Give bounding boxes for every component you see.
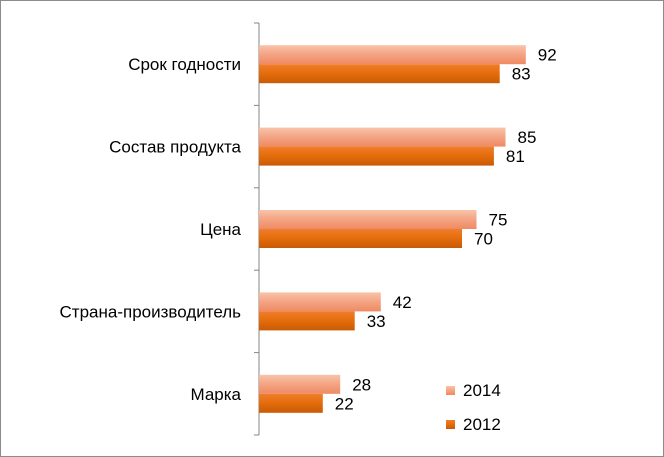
data-label: 28 xyxy=(352,375,371,394)
bar-2012 xyxy=(259,229,462,248)
bar-2014 xyxy=(259,45,526,65)
data-label: 22 xyxy=(335,394,354,413)
bar-2012 xyxy=(259,146,494,166)
category-label: Страна-производитель xyxy=(60,302,242,321)
data-label: 85 xyxy=(518,128,537,147)
legend-swatch-2012 xyxy=(446,420,455,429)
legend-label: 2014 xyxy=(463,381,501,400)
category-label: Срок годности xyxy=(128,55,241,74)
category-label: Цена xyxy=(200,220,241,239)
bar-2014 xyxy=(259,292,381,312)
category-label: Марка xyxy=(190,385,241,404)
bar-2012 xyxy=(259,64,500,84)
bar-2012 xyxy=(259,393,323,413)
category-label: Состав продукта xyxy=(109,138,241,157)
data-label: 42 xyxy=(393,293,412,312)
data-label: 75 xyxy=(489,211,508,230)
bar-2012 xyxy=(259,311,355,331)
data-label: 83 xyxy=(512,65,531,84)
legend-label: 2012 xyxy=(463,415,501,434)
data-label: 92 xyxy=(538,46,557,65)
bar-2014 xyxy=(259,210,477,229)
data-label: 81 xyxy=(506,147,525,166)
data-label: 70 xyxy=(474,230,493,249)
legend-swatch-2014 xyxy=(446,386,455,395)
bar-2014 xyxy=(259,127,506,147)
bar-2014 xyxy=(259,374,341,394)
data-label: 33 xyxy=(367,312,386,331)
